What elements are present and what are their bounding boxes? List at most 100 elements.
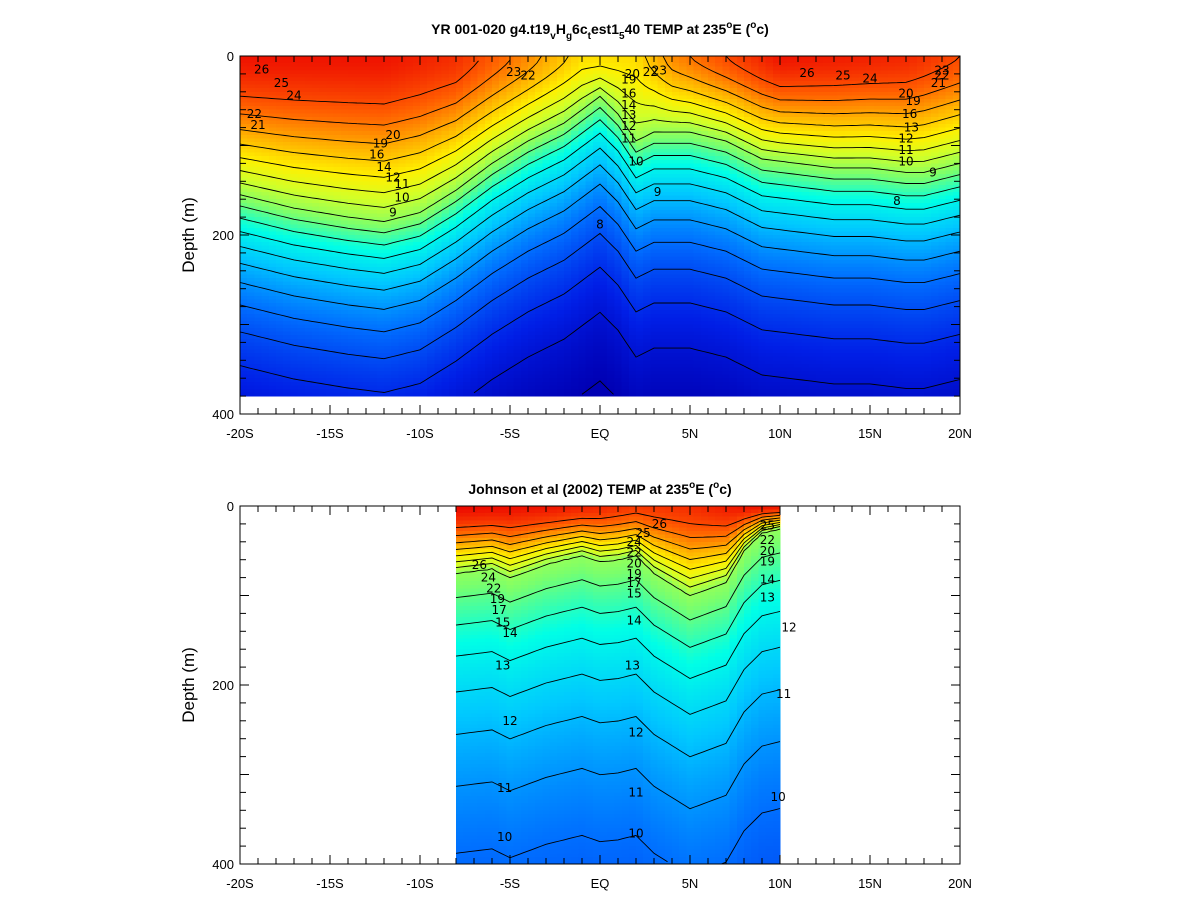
top-contour-label: 8 bbox=[893, 194, 901, 208]
bottom-contour-label: 22 bbox=[627, 546, 642, 560]
bottom-contour-23 bbox=[455, 519, 781, 560]
top-y-tick-label: 200 bbox=[212, 228, 234, 243]
top-x-tick-label: -20S bbox=[226, 426, 254, 441]
top-contour-label: 10 bbox=[628, 155, 643, 169]
bottom-x-tick-label: 15N bbox=[858, 876, 882, 891]
top-contour-20 bbox=[239, 87, 961, 208]
top-contour-label: 11 bbox=[898, 143, 913, 157]
top-contour-label: 22 bbox=[934, 69, 949, 83]
top-contour-label: 23 bbox=[934, 63, 949, 77]
top-ticks bbox=[239, 55, 961, 415]
bottom-contour-label: 22 bbox=[760, 533, 775, 547]
top-contour-label: 22 bbox=[643, 65, 658, 79]
bottom-contour-label: 13 bbox=[495, 658, 510, 672]
top-contour-label: 22 bbox=[247, 107, 262, 121]
bottom-contour-label: 11 bbox=[776, 687, 791, 701]
top-contour-24 bbox=[239, 55, 542, 145]
bottom-contour-label: 17 bbox=[492, 603, 507, 617]
top-x-tick-label: 10N bbox=[768, 426, 792, 441]
top-x-tick-label: EQ bbox=[591, 426, 610, 441]
top-contour-label: 19 bbox=[621, 72, 636, 86]
top-x-tick-label: -15S bbox=[316, 426, 344, 441]
bottom-contour-19 bbox=[455, 528, 781, 596]
bottom-x-tick-label: 5N bbox=[682, 876, 699, 891]
bottom-contour-15 bbox=[455, 646, 781, 715]
bottom-y-tick-label: 400 bbox=[212, 857, 234, 872]
top-contour-23 bbox=[239, 55, 569, 162]
bottom-contour-21 bbox=[455, 524, 781, 579]
bottom-contour-label: 24 bbox=[627, 535, 642, 549]
top-contour-12 bbox=[239, 205, 961, 333]
top-contour-label: 22 bbox=[520, 69, 535, 83]
top-contour-18 bbox=[239, 106, 961, 234]
top-panel: YR 001-020 g4.t19vHg6ctest1540 TEMP at 2… bbox=[179, 20, 972, 441]
bottom-contour-lines bbox=[455, 512, 781, 865]
bottom-contour-label: 15 bbox=[627, 587, 642, 601]
top-contour-23 bbox=[644, 55, 961, 128]
bottom-contour-24 bbox=[455, 517, 781, 550]
bottom-x-tick-label: -10S bbox=[406, 876, 434, 891]
top-contour-label: 16 bbox=[369, 147, 384, 161]
top-contour-label: 12 bbox=[621, 119, 636, 133]
top-contour-label: 23 bbox=[506, 65, 521, 79]
top-contour-label: 20 bbox=[898, 87, 913, 101]
top-contour-label: 14 bbox=[376, 160, 391, 174]
top-contour-label: 10 bbox=[898, 155, 913, 169]
top-contour-label: 20 bbox=[385, 128, 400, 142]
bottom-contour-label: 10 bbox=[628, 827, 643, 841]
bottom-contour-label: 19 bbox=[760, 555, 775, 569]
bottom-contour-label: 20 bbox=[760, 544, 775, 558]
top-contour-label: 11 bbox=[621, 131, 636, 145]
top-contour-13 bbox=[239, 183, 961, 310]
bottom-contour-label: 15 bbox=[495, 615, 510, 629]
top-contour-26 bbox=[239, 60, 479, 105]
bottom-plot-area: 2624221917151426252422201917151425222019… bbox=[212, 499, 972, 891]
top-contour-label: 13 bbox=[904, 121, 919, 135]
bottom-contour-label: 11 bbox=[497, 781, 512, 795]
top-contour-label: 9 bbox=[929, 165, 937, 179]
bottom-contour-label: 10 bbox=[497, 830, 512, 844]
bottom-contour-22 bbox=[455, 521, 781, 570]
top-y-tick-label: 0 bbox=[227, 49, 234, 64]
bottom-contour-label: 14 bbox=[760, 572, 775, 586]
bottom-contour-14 bbox=[455, 689, 781, 758]
top-contour-label: 20 bbox=[625, 67, 640, 81]
top-contour-25 bbox=[689, 55, 961, 102]
top-contour-label: 19 bbox=[906, 94, 921, 108]
top-contour-label: 26 bbox=[254, 62, 269, 76]
top-contour-label: 13 bbox=[621, 108, 636, 122]
bottom-contour-label: 26 bbox=[472, 558, 487, 572]
bottom-panel: Johnson et al (2002) TEMP at 235oE (oc) … bbox=[179, 480, 972, 891]
bottom-x-tick-label: 20N bbox=[948, 876, 972, 891]
top-contour-label: 21 bbox=[250, 118, 265, 132]
top-x-tick-label: -5S bbox=[500, 426, 521, 441]
bottom-contour-label: 25 bbox=[760, 519, 775, 533]
top-contour-lines bbox=[239, 55, 961, 395]
top-y-tick-label: 400 bbox=[212, 407, 234, 422]
bottom-x-tick-label: -20S bbox=[226, 876, 254, 891]
top-contour-label: 10 bbox=[394, 190, 409, 204]
bottom-ticks bbox=[239, 505, 961, 865]
bottom-x-tick-label: EQ bbox=[591, 876, 610, 891]
top-x-tick-label: 15N bbox=[858, 426, 882, 441]
top-contour-label: 14 bbox=[621, 98, 636, 112]
top-contour-label: 12 bbox=[898, 131, 913, 145]
top-contour-label: 24 bbox=[862, 71, 877, 85]
bottom-contour-label: 12 bbox=[628, 725, 643, 739]
bottom-contour-label: 13 bbox=[625, 658, 640, 672]
bottom-contour-label: 25 bbox=[636, 526, 651, 540]
top-contour-10 bbox=[239, 266, 961, 393]
top-y-axis-label: Depth (m) bbox=[179, 197, 198, 273]
top-contour-label: 26 bbox=[799, 66, 814, 80]
top-x-tick-label: 20N bbox=[948, 426, 972, 441]
top-contour-24 bbox=[662, 55, 961, 115]
bottom-contour-label: 19 bbox=[627, 567, 642, 581]
bottom-y-axis-label: Depth (m) bbox=[179, 647, 198, 723]
bottom-contour-label: 24 bbox=[481, 571, 496, 585]
top-contour-label: 9 bbox=[389, 206, 397, 220]
top-contour-label: 16 bbox=[621, 87, 636, 101]
bottom-contour-18 bbox=[455, 552, 781, 621]
top-contour-21 bbox=[239, 77, 961, 194]
